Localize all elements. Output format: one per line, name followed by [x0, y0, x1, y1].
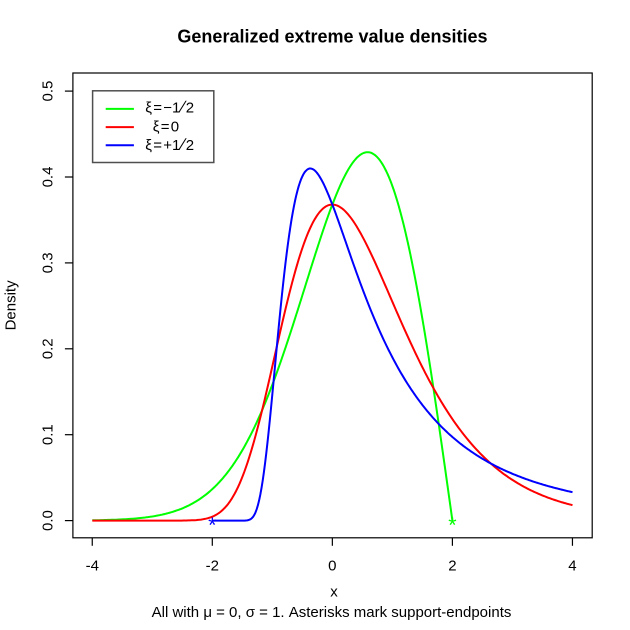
svg-text:0.0: 0.0 [39, 510, 56, 531]
svg-text:ξ = −1 ∕ 2: ξ = −1 ∕ 2 [145, 98, 194, 117]
svg-text:0.4: 0.4 [39, 167, 56, 188]
svg-text:0.3: 0.3 [39, 252, 56, 273]
svg-text:-4: -4 [86, 557, 99, 574]
svg-text:*: * [208, 513, 217, 537]
svg-text:4: 4 [568, 557, 576, 574]
svg-text:0.1: 0.1 [39, 424, 56, 445]
svg-text:Density: Density [2, 280, 19, 331]
svg-text:*: * [448, 513, 457, 537]
svg-text:ξ = +1 ∕ 2: ξ = +1 ∕ 2 [145, 135, 194, 154]
svg-text:ξ = 0: ξ = 0 [153, 119, 179, 136]
svg-text:x: x [330, 584, 338, 601]
svg-text:-2: -2 [206, 557, 219, 574]
svg-text:0.5: 0.5 [39, 81, 56, 102]
svg-text:0.2: 0.2 [39, 338, 56, 359]
svg-text:All with μ = 0, σ = 1. Asteris: All with μ = 0, σ = 1. Asterisks mark su… [152, 604, 512, 621]
svg-text:2: 2 [448, 557, 456, 574]
svg-text:0: 0 [328, 557, 336, 574]
svg-text:Generalized extreme value dens: Generalized extreme value densities [177, 27, 487, 47]
